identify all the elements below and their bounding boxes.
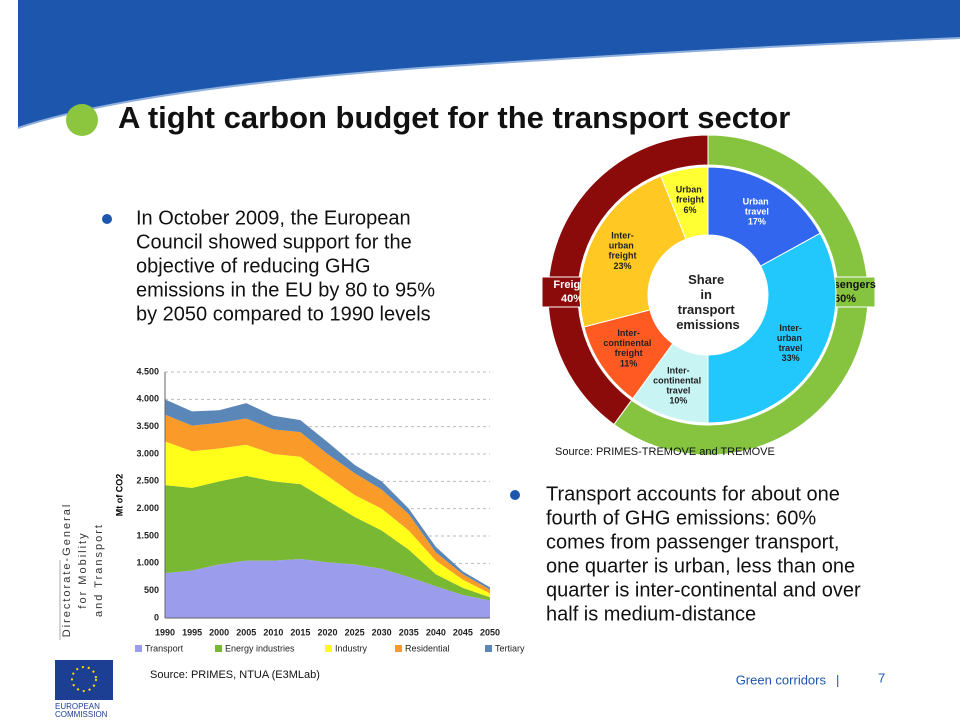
segment-label-name: Inter-urban freight (608, 231, 636, 261)
chart-source: Source: PRIMES, NTUA (E3MLab) (150, 669, 320, 681)
outer-label-value: 40% (561, 293, 583, 305)
segment-label-value: 6% (684, 205, 697, 215)
bullet-text: fourth of GHG emissions: 60% (546, 507, 816, 529)
legend-swatch (395, 645, 402, 652)
segment-label-value: 11% (620, 358, 638, 368)
bullet-text: In October 2009, the European (136, 207, 411, 229)
x-tick-label: 2000 (209, 627, 229, 637)
y-tick-label: 4.500 (136, 366, 159, 376)
bullet-text: Council showed support for the (136, 231, 412, 253)
bullet-dot (102, 214, 112, 224)
donut-segment (707, 166, 821, 267)
segment-label-name: Urban travel (743, 197, 772, 217)
area (165, 399, 490, 590)
segment-label-value: 23% (613, 261, 631, 271)
y-tick-label: 3.000 (136, 448, 159, 458)
bullet-text: Transport accounts for about one (546, 483, 840, 505)
y-axis-label: Mt of CO2 (114, 474, 124, 517)
y-tick-label: 2.500 (136, 476, 159, 486)
donut-segment (707, 232, 837, 424)
y-tick-label: 1.000 (136, 558, 159, 568)
legend-swatch (215, 645, 222, 652)
donut-segment (613, 134, 869, 456)
chart-source: Source: PRIMES-TREMOVE and TREMOVE (555, 446, 775, 458)
y-tick-label: 4.000 (136, 394, 159, 404)
page-number: 7 (878, 670, 885, 685)
eu-flag (55, 660, 113, 700)
eu-stars (71, 666, 97, 692)
segment-label-name: Urban freight (676, 185, 705, 205)
segment-label-name: Inter-continental travel (653, 366, 704, 396)
sidebar-text: and Transport (93, 523, 105, 617)
sidebar-text: Directorate-General (61, 503, 73, 638)
bullet-text: emissions in the EU by 80 to 95% (136, 279, 435, 301)
legend-swatch (485, 645, 492, 652)
bullet-text: comes from passenger transport, (546, 531, 839, 553)
x-tick-label: 2025 (345, 627, 365, 637)
area (165, 558, 490, 618)
footer-section: Green corridors (736, 672, 827, 687)
y-tick-label: 3.500 (136, 421, 159, 431)
footer-separator: | (836, 672, 839, 687)
legend-label: Energy industries (225, 643, 295, 653)
x-tick-label: 2015 (290, 627, 310, 637)
title-dot (66, 104, 98, 136)
donut-segment (660, 166, 709, 240)
x-tick-label: 1990 (155, 627, 175, 637)
segment-label-name: Inter-continental freight (603, 328, 654, 358)
donut-hole (649, 236, 767, 354)
x-tick-label: 2010 (263, 627, 283, 637)
slide-title: A tight carbon budget for the transport … (118, 100, 790, 135)
bullet-text: by 2050 compared to 1990 levels (136, 303, 431, 325)
y-tick-label: 2.000 (136, 503, 159, 513)
donut-segment (547, 134, 709, 426)
sidebar-text: for Mobility (77, 531, 89, 608)
y-tick-label: 500 (144, 585, 159, 595)
segment-label-value: 17% (748, 217, 766, 227)
x-tick-label: 2040 (426, 627, 446, 637)
x-tick-label: 2020 (317, 627, 337, 637)
legend-label: Transport (145, 643, 184, 653)
banner-edge (17, 37, 960, 129)
x-tick-label: 1995 (182, 627, 202, 637)
x-tick-label: 2005 (236, 627, 256, 637)
bullet-text: half is medium-distance (546, 603, 756, 625)
legend-label: Industry (335, 643, 368, 653)
segment-label-value: 33% (782, 353, 800, 363)
bullet-text: objective of reducing GHG (136, 255, 371, 277)
segment-label-value: 10% (669, 396, 687, 406)
bullet-dot (510, 490, 520, 500)
x-tick-label: 2030 (372, 627, 392, 637)
y-tick-label: 0 (154, 612, 159, 622)
area (165, 414, 490, 594)
legend-label: Tertiary (495, 643, 525, 653)
logo-text: COMMISSION (55, 710, 108, 719)
x-tick-label: 2035 (399, 627, 419, 637)
donut-segment (579, 175, 687, 328)
legend-swatch (135, 645, 142, 652)
area (165, 441, 490, 598)
legend-label: Residential (405, 643, 450, 653)
outer-label-value: 60% (834, 293, 856, 305)
y-tick-label: 1.500 (136, 530, 159, 540)
bullet-text: one quarter is urban, less than one (546, 555, 855, 577)
legend-swatch (325, 645, 332, 652)
bullet-text: quarter is inter-continental and over (546, 579, 861, 601)
segment-label-name: Inter-urban travel (777, 323, 805, 353)
donut-center-label: Share in transport emissions (676, 272, 740, 332)
area (165, 475, 490, 601)
logo-text: EUROPEAN (55, 702, 100, 711)
x-tick-label: 2045 (453, 627, 473, 637)
x-tick-label: 2050 (480, 627, 500, 637)
